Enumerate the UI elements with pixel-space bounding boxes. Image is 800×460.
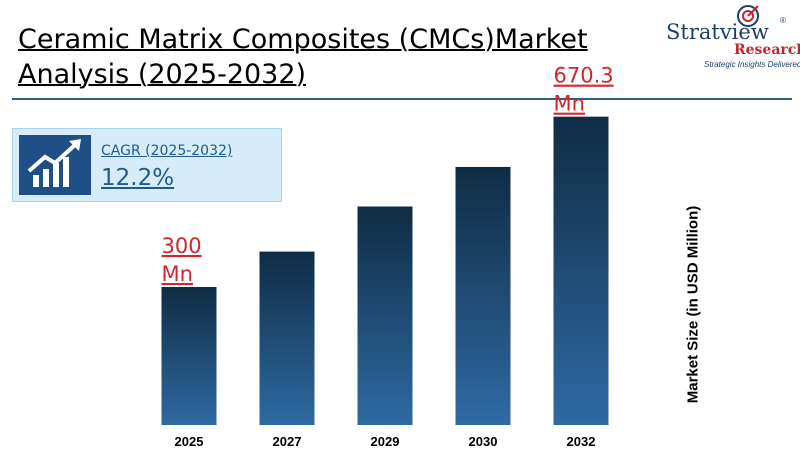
title-divider [12, 98, 792, 100]
y-axis-label: Market Size (in USD Million) [683, 188, 703, 420]
page-title: Ceramic Matrix Composites (CMCs)Market A… [18, 22, 618, 92]
cagr-label: CAGR (2025-2032) [101, 143, 233, 159]
bar-2032 [553, 116, 609, 426]
data-label-2025-line2: Mn [162, 262, 193, 286]
y-axis-label-text: Market Size (in USD Million) [684, 205, 702, 403]
bar-2025 [161, 287, 217, 425]
x-tick-2025: 2025 [175, 434, 204, 449]
x-tick-2030: 2030 [469, 434, 498, 449]
cagr-value: 12.2% [101, 165, 175, 191]
title-line-2: Analysis (2025-2032) [18, 59, 307, 90]
logo-name: Stratview [666, 20, 769, 44]
data-label-2032-line2: Mn [554, 92, 585, 116]
logo-research: Research [734, 42, 800, 58]
data-label-2032-line1: 670.3 [554, 64, 614, 88]
bar-2029 [357, 206, 413, 425]
bar-2030 [455, 166, 511, 425]
growth-chart-icon [19, 135, 91, 195]
x-tick-2029: 2029 [371, 434, 400, 449]
cagr-panel: CAGR (2025-2032) 12.2% [12, 128, 282, 202]
x-tick-2032: 2032 [567, 434, 596, 449]
data-label-2025-line1: 300 [162, 234, 202, 258]
stratview-logo: Stratview ® Research Strategic Insights … [660, 4, 800, 69]
bar-2027 [259, 251, 315, 425]
logo-tagline: Strategic Insights Delivered [704, 60, 800, 69]
target-arrow-icon [737, 5, 759, 27]
x-tick-2027: 2027 [273, 434, 302, 449]
registered-mark: ® [780, 16, 786, 25]
title-line-1: Ceramic Matrix Composites (CMCs)Market [18, 24, 588, 55]
